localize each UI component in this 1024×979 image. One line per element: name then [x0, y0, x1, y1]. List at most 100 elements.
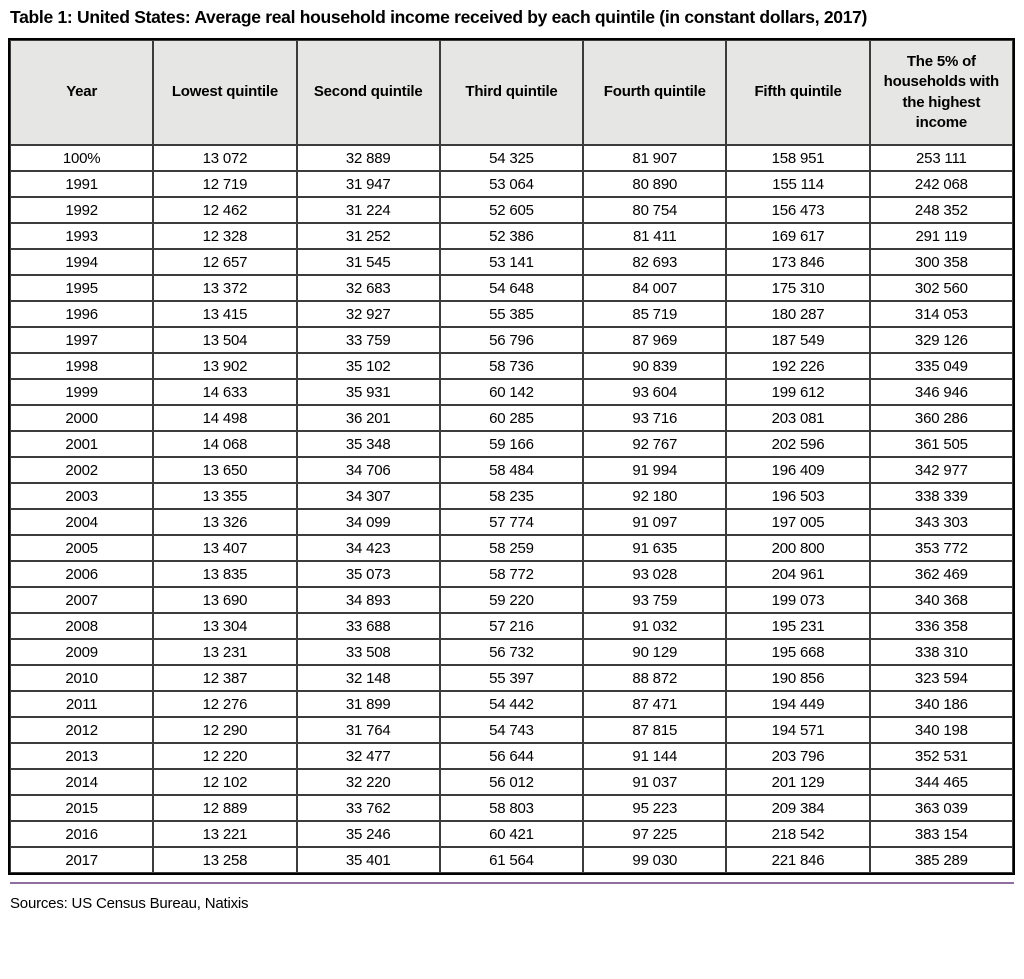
value-cell: 34 706 — [296, 457, 440, 483]
value-cell: 13 407 — [153, 535, 297, 561]
table-row: 2004 13 326 34 099 57 774 91 097 197 005 343 3… — [10, 509, 1013, 535]
value-cell: 60 421 — [439, 821, 584, 847]
value-cell: 340 198 — [869, 717, 1013, 743]
value-cell: 209 384 — [726, 795, 870, 821]
year-cell: 1991 — [10, 171, 154, 197]
value-cell: 385 289 — [869, 847, 1013, 873]
year-cell: 1998 — [10, 353, 154, 379]
value-cell: 197 005 — [726, 509, 870, 535]
value-cell: 314 053 — [869, 301, 1013, 327]
table-row: 1996 13 415 32 927 55 385 85 719 180 287 314 0… — [10, 301, 1013, 327]
value-cell: 202 596 — [726, 431, 870, 457]
table-row: 2008 13 304 33 688 57 216 91 032 195 231 336 3… — [10, 613, 1013, 639]
value-cell: 12 102 — [153, 769, 297, 795]
value-cell: 91 037 — [583, 769, 727, 795]
table-row: 2012 12 290 31 764 54 743 87 815 194 571 340 1… — [10, 717, 1013, 743]
value-cell: 60 285 — [439, 405, 584, 431]
value-cell: 14 068 — [153, 431, 297, 457]
value-cell: 343 303 — [869, 509, 1013, 535]
value-cell: 338 310 — [869, 639, 1013, 665]
value-cell: 87 969 — [583, 327, 727, 353]
value-cell: 158 951 — [726, 145, 870, 171]
value-cell: 362 469 — [869, 561, 1013, 587]
table-row: 1999 14 633 35 931 60 142 93 604 199 612 346 9… — [10, 379, 1013, 405]
value-cell: 353 772 — [869, 535, 1013, 561]
value-cell: 242 068 — [869, 171, 1013, 197]
year-cell: 1995 — [10, 275, 154, 301]
table-row: 1993 12 328 31 252 52 386 81 411 169 617 291 1… — [10, 223, 1013, 249]
value-cell: 195 668 — [726, 639, 870, 665]
value-cell: 13 231 — [153, 639, 297, 665]
value-cell: 90 839 — [583, 353, 727, 379]
year-cell: 2008 — [10, 613, 154, 639]
value-cell: 169 617 — [726, 223, 870, 249]
value-cell: 91 032 — [583, 613, 727, 639]
table-title: Table 1: United States: Average real hou… — [10, 7, 868, 27]
income-table: Year Lowest quintile Second quintile Third … — [8, 38, 1015, 875]
table-row: 2016 13 221 35 246 60 421 97 225 218 542 383 1… — [10, 821, 1013, 847]
value-cell: 352 531 — [869, 743, 1013, 769]
value-cell: 93 604 — [583, 379, 727, 405]
value-cell: 203 081 — [726, 405, 870, 431]
table-row: 2001 14 068 35 348 59 166 92 767 202 596 361 5… — [10, 431, 1013, 457]
year-cell: 2012 — [10, 717, 154, 743]
value-cell: 32 477 — [296, 743, 440, 769]
value-cell: 13 258 — [153, 847, 297, 873]
value-cell: 61 564 — [439, 847, 584, 873]
value-cell: 56 732 — [439, 639, 584, 665]
value-cell: 12 328 — [153, 223, 297, 249]
value-cell: 55 397 — [439, 665, 584, 691]
year-cell: 2001 — [10, 431, 154, 457]
table-row: 1997 13 504 33 759 56 796 87 969 187 549 329 1… — [10, 327, 1013, 353]
table-row: 2002 13 650 34 706 58 484 91 994 196 409 342 9… — [10, 457, 1013, 483]
year-cell: 100% — [10, 145, 154, 171]
value-cell: 58 235 — [439, 483, 584, 509]
value-cell: 35 246 — [296, 821, 440, 847]
value-cell: 81 411 — [583, 223, 727, 249]
table-row: 2013 12 220 32 477 56 644 91 144 203 796 352 5… — [10, 743, 1013, 769]
year-cell: 1994 — [10, 249, 154, 275]
value-cell: 32 927 — [296, 301, 440, 327]
value-cell: 31 947 — [296, 171, 440, 197]
value-cell: 336 358 — [869, 613, 1013, 639]
column-header: Fourth quintile — [583, 40, 727, 145]
table-row: 2014 12 102 32 220 56 012 91 037 201 129 344 4… — [10, 769, 1013, 795]
value-cell: 194 571 — [726, 717, 870, 743]
value-cell: 248 352 — [869, 197, 1013, 223]
value-cell: 32 220 — [296, 769, 440, 795]
value-cell: 60 142 — [439, 379, 584, 405]
value-cell: 31 545 — [296, 249, 440, 275]
year-cell: 1997 — [10, 327, 154, 353]
value-cell: 80 754 — [583, 197, 727, 223]
value-cell: 54 743 — [439, 717, 584, 743]
value-cell: 13 355 — [153, 483, 297, 509]
value-cell: 13 326 — [153, 509, 297, 535]
value-cell: 194 449 — [726, 691, 870, 717]
value-cell: 200 800 — [726, 535, 870, 561]
value-cell: 53 141 — [439, 249, 584, 275]
value-cell: 156 473 — [726, 197, 870, 223]
value-cell: 81 907 — [583, 145, 727, 171]
value-cell: 93 759 — [583, 587, 727, 613]
table-row: 2006 13 835 35 073 58 772 93 028 204 961 362 4… — [10, 561, 1013, 587]
table-body: 100% 13 072 32 889 54 325 81 907 158 951 253 1… — [10, 145, 1013, 873]
header-row: Year Lowest quintile Second quintile Third … — [10, 40, 1013, 145]
value-cell: 253 111 — [869, 145, 1013, 171]
column-header: Second quintile — [296, 40, 440, 145]
table-row: 2015 12 889 33 762 58 803 95 223 209 384 363 0… — [10, 795, 1013, 821]
value-cell: 58 736 — [439, 353, 584, 379]
value-cell: 155 114 — [726, 171, 870, 197]
year-cell: 2013 — [10, 743, 154, 769]
value-cell: 13 650 — [153, 457, 297, 483]
value-cell: 58 259 — [439, 535, 584, 561]
value-cell: 56 796 — [439, 327, 584, 353]
year-cell: 1992 — [10, 197, 154, 223]
value-cell: 88 872 — [583, 665, 727, 691]
value-cell: 12 387 — [153, 665, 297, 691]
value-cell: 93 028 — [583, 561, 727, 587]
value-cell: 84 007 — [583, 275, 727, 301]
value-cell: 36 201 — [296, 405, 440, 431]
value-cell: 323 594 — [869, 665, 1013, 691]
value-cell: 342 977 — [869, 457, 1013, 483]
